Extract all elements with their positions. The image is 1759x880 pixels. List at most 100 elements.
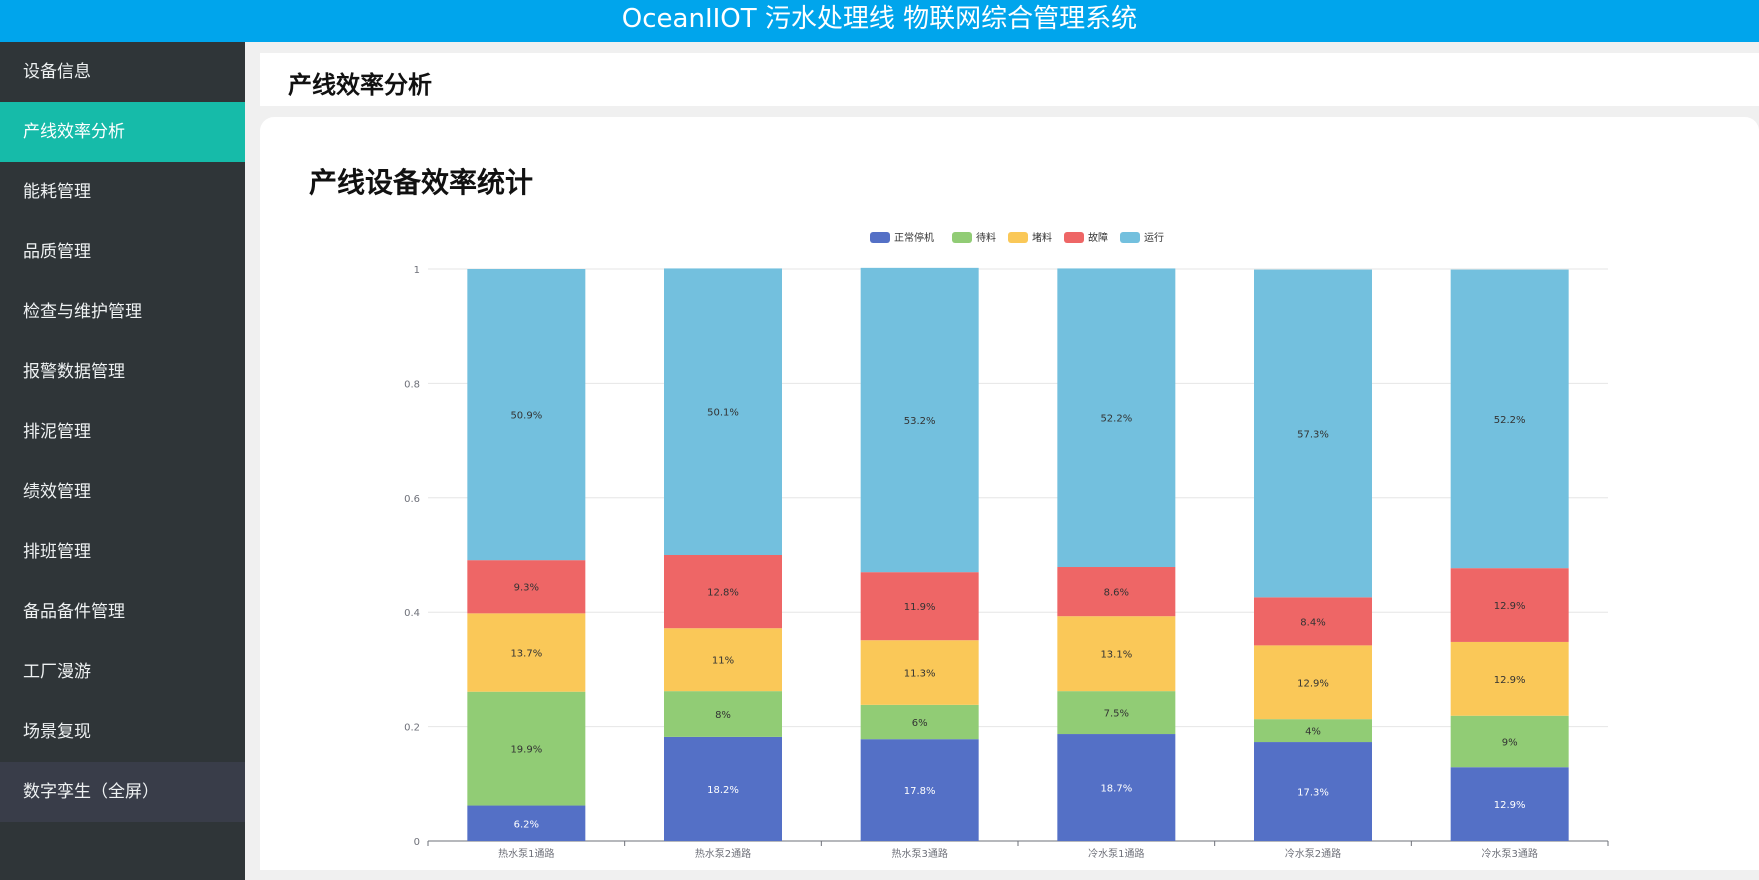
bar-data-label: 13.1% (1100, 650, 1132, 661)
sidebar-item-shift[interactable]: 排班管理 (23, 542, 91, 562)
y-tick-label: 0.6 (404, 494, 420, 505)
legend-label: 运行 (1144, 231, 1164, 244)
bar-data-label: 9.3% (514, 583, 539, 594)
bar-data-label: 13.7% (510, 649, 542, 660)
bar-data-label: 9% (1502, 737, 1518, 748)
y-tick-label: 0 (414, 837, 420, 848)
y-tick-label: 1 (414, 265, 420, 276)
sidebar: 设备信息 产线效率分析 能耗管理 品质管理 检查与维护管理 报警数据管理 排泥管… (0, 42, 245, 880)
bar-data-label: 11.9% (904, 602, 936, 613)
bar-data-label: 53.2% (904, 416, 936, 427)
x-tick-label: 热水泵1通路 (498, 847, 554, 860)
bar-data-label: 50.1% (707, 408, 739, 419)
bar-data-label: 50.9% (510, 411, 542, 422)
sidebar-item-factory-tour[interactable]: 工厂漫游 (23, 662, 91, 682)
bar-data-label: 12.9% (1494, 800, 1526, 811)
legend-label: 正常停机 (894, 231, 934, 244)
bar-data-label: 18.7% (1100, 784, 1132, 795)
bar-data-label: 8% (715, 710, 731, 721)
bar-segment (860, 572, 979, 641)
bar-data-label: 57.3% (1297, 429, 1329, 440)
app-title: OceanIIOT 污水处理线 物联网综合管理系统 (621, 4, 1138, 34)
bar-data-label: 18.2% (707, 785, 739, 796)
bar-segment (664, 691, 782, 737)
bar-data-label: 52.2% (1494, 415, 1526, 426)
bar-data-label: 17.3% (1297, 788, 1329, 799)
bar-data-label: 12.8% (707, 588, 739, 599)
app-header: OceanIIOT 污水处理线 物联网综合管理系统 (0, 0, 1759, 42)
sidebar-item-inspection[interactable]: 检查与维护管理 (23, 302, 142, 322)
x-tick-label: 热水泵3通路 (891, 847, 947, 860)
bar-segment (664, 268, 782, 555)
sidebar-item-alarm-data[interactable]: 报警数据管理 (23, 362, 125, 382)
bar-segment (1450, 767, 1569, 841)
efficiency-chart: 0 0.2 0.4 0.6 0.8 1 6.2% 19.9% 13.7% 9.3% 50.9% 热水泵… (404, 231, 1609, 860)
sidebar-item-line-efficiency[interactable]: 产线效率分析 (0, 102, 245, 162)
sidebar-item-spare-parts[interactable]: 备品备件管理 (23, 602, 125, 622)
bar-segment (1450, 568, 1569, 642)
y-tick-label: 0.8 (404, 379, 420, 390)
y-tick-label: 0.4 (404, 608, 420, 619)
legend-label: 待料 (976, 231, 996, 244)
x-tick-label: 冷水泵3通路 (1481, 847, 1537, 860)
bar-segment (860, 267, 979, 573)
legend-swatch (1008, 232, 1028, 243)
bar-segment (467, 805, 586, 841)
bar-segment (467, 613, 586, 692)
sidebar-item-scene-replay[interactable]: 场景复现 (23, 722, 91, 742)
bar-segment (664, 628, 782, 692)
bar-segment (1254, 269, 1372, 598)
bar-segment (1254, 742, 1372, 841)
chart-card: 产线设备效率统计 0 0.2 0.4 0.6 0.8 1 6.2% 19.9% 13.7% 9.3… (260, 117, 1759, 870)
legend-swatch (1120, 232, 1140, 243)
x-tick-label: 冷水泵2通路 (1285, 847, 1341, 860)
chart-card-title: 产线设备效率统计 (309, 166, 534, 199)
x-tick-label: 热水泵2通路 (695, 847, 751, 860)
bar-segment (1450, 269, 1569, 569)
sidebar-item-digital-twin[interactable]: 数字孪生（全屏） (0, 762, 245, 822)
bar-data-label: 17.8% (904, 786, 936, 797)
bar-segment (860, 704, 979, 740)
bar-segment (1057, 734, 1176, 841)
bar-segment (1254, 719, 1372, 743)
page-title: 产线效率分析 (288, 71, 432, 99)
bar-data-label: 12.9% (1297, 678, 1329, 689)
bar-data-label: 19.9% (510, 745, 542, 756)
bar-segment (1254, 597, 1372, 646)
bar-segment (1057, 268, 1176, 568)
bar-segment (860, 739, 979, 841)
sidebar-item-performance[interactable]: 绩效管理 (23, 482, 91, 502)
sidebar-item-sludge[interactable]: 排泥管理 (23, 422, 91, 442)
legend-swatch (1064, 232, 1084, 243)
legend-label: 堵料 (1032, 231, 1052, 244)
bar-segment (1057, 616, 1176, 692)
x-tick-label: 冷水泵1通路 (1088, 847, 1144, 860)
bar-segment (664, 555, 782, 629)
bar-data-label: 52.2% (1100, 414, 1132, 425)
bar-data-label: 12.9% (1494, 675, 1526, 686)
bar-data-label: 11% (712, 656, 734, 667)
bar-data-label: 11.3% (904, 669, 936, 680)
bar-data-label: 6.2% (514, 819, 539, 830)
bar-segment (1450, 641, 1569, 716)
bar-data-label: 7.5% (1104, 709, 1129, 720)
bar-data-label: 8.4% (1300, 617, 1325, 628)
legend-swatch (870, 232, 890, 243)
legend-swatch (952, 232, 972, 243)
bar-segment (1057, 691, 1176, 735)
bar-segment (860, 640, 979, 705)
bar-segment (467, 691, 586, 806)
page-header: 产线效率分析 (260, 53, 1759, 106)
bar-data-label: 8.6% (1104, 588, 1129, 599)
bar-segment (1450, 715, 1569, 768)
bar-segment (1057, 567, 1176, 617)
bar-data-label: 4% (1305, 727, 1321, 738)
sidebar-item-device-info[interactable]: 设备信息 (23, 62, 91, 82)
sidebar-item-quality[interactable]: 品质管理 (23, 242, 91, 262)
bar-segment (467, 269, 586, 561)
y-tick-label: 0.2 (404, 723, 420, 734)
legend-label: 故障 (1088, 231, 1108, 244)
sidebar-item-energy[interactable]: 能耗管理 (23, 182, 91, 202)
bar-data-label: 6% (912, 718, 928, 729)
bar-segment (467, 560, 586, 614)
